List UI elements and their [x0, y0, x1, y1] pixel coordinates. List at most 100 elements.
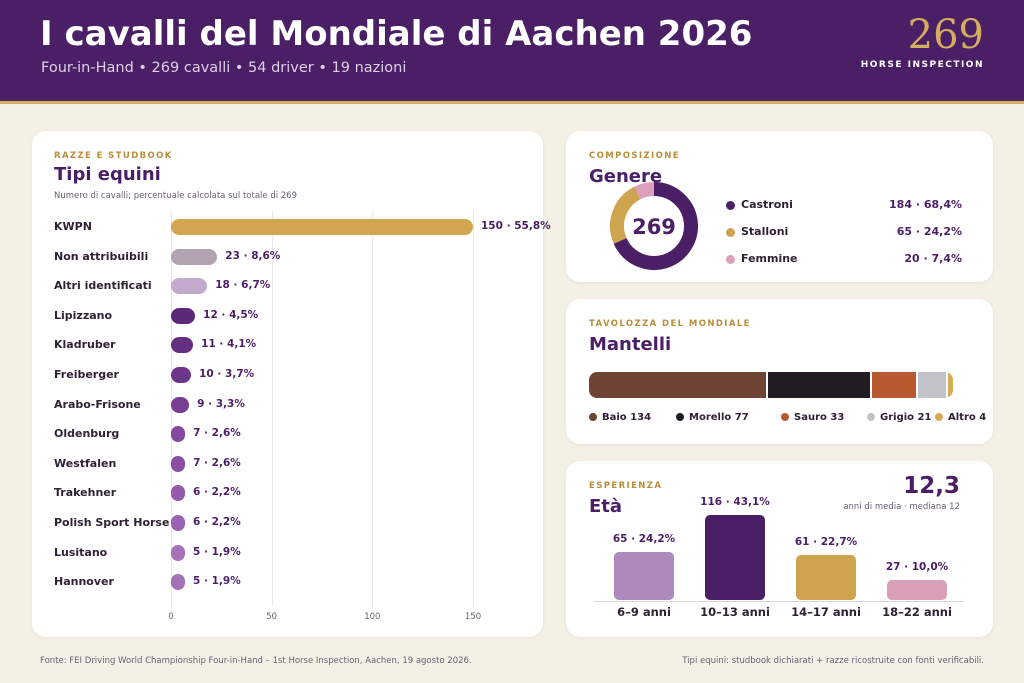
legend-dot — [589, 413, 597, 421]
breed-label: Non attribuibili — [54, 249, 149, 263]
age-value-label: 65 · 24,2% — [612, 533, 676, 546]
coat-legend-item: Grigio 21 — [867, 412, 931, 423]
breed-bar — [171, 219, 473, 235]
gender-donut-total: 269 — [632, 215, 676, 239]
legend-dot — [726, 254, 735, 264]
ages-bar-chart: 65 · 24,2% 6–9 anni 116 · 43,1% 10–13 anni 6… — [566, 461, 993, 637]
header: I cavalli del Mondiale di Aachen 2026 Fo… — [0, 0, 1024, 104]
breed-label: Hannover — [54, 575, 114, 589]
breed-value-label: 7 · 2,6% — [193, 456, 241, 469]
gender-eyebrow: COMPOSIZIONE — [589, 151, 680, 161]
breed-value-label: 6 · 2,2% — [193, 486, 241, 499]
total-horses-number: 269 — [907, 12, 984, 58]
coat-legend-value: 77 — [734, 412, 749, 423]
breed-label: Westfalen — [54, 456, 117, 470]
breed-row: Kladruber 11 · 4,1% — [54, 334, 554, 356]
breed-bar — [171, 337, 194, 354]
breed-value-label: 10 · 3,7% — [199, 368, 255, 380]
coat-segment-morello — [768, 372, 871, 398]
page-subtitle: Four-in-Hand • 269 cavalli • 54 driver •… — [41, 60, 407, 76]
donut-slice-castroni — [613, 182, 698, 270]
age-bar — [796, 555, 856, 600]
breed-row: Non attribuibili 23 · 8,6% — [54, 246, 554, 268]
gender-legend-item: Femmine — [726, 252, 798, 265]
coat-segment-baio — [589, 372, 767, 398]
coat-legend-name: Grigio — [880, 412, 915, 423]
age-bar — [887, 580, 947, 600]
age-bar — [614, 552, 674, 600]
coat-segment-grigio — [917, 372, 946, 398]
breed-bar — [171, 307, 196, 324]
coats-eyebrow: TAVOLOZZA DEL MONDIALE — [589, 319, 751, 329]
coat-legend-value: 21 — [917, 412, 932, 423]
breeds-card: RAZZE E STUDBOOK Tipi equini Numero di c… — [32, 131, 551, 637]
breed-row: Arabo-Frisone 9 · 3,3% — [54, 394, 554, 416]
donut-slice-stalloni — [610, 186, 641, 244]
ages-average-value: 12,3 — [903, 473, 960, 499]
age-category-label: 6–9 anni — [617, 605, 671, 619]
breed-bar — [171, 278, 208, 295]
breed-value-label: 5 · 1,9% — [193, 545, 241, 558]
gender-donut-chart: 269 — [610, 182, 698, 270]
breed-value-label: 7 · 2,6% — [193, 427, 241, 440]
breed-bar — [171, 544, 185, 561]
grid-line — [271, 211, 273, 606]
breed-value-label: 5 · 1,9% — [193, 575, 241, 588]
x-tick-label: 100 — [364, 612, 381, 622]
legend-dot — [935, 413, 943, 421]
breed-label: Freiberger — [54, 368, 119, 381]
coat-legend-name: Altro — [948, 412, 976, 423]
legend-dot — [676, 413, 684, 421]
breed-value-label: 150 · 55,8% — [481, 220, 551, 232]
breed-row: Trakehner 6 · 2,2% — [54, 482, 554, 504]
grid-line — [473, 211, 474, 606]
gender-legend-name: Stalloni — [741, 225, 789, 238]
legend-dot — [867, 413, 875, 421]
breed-value-label: 6 · 2,2% — [193, 516, 241, 528]
breeds-title: Tipi equini — [54, 164, 161, 185]
legend-dot — [726, 200, 735, 210]
breed-bar — [171, 455, 186, 472]
gender-legend-name: Femmine — [741, 252, 798, 265]
x-tick-label: 150 — [464, 612, 482, 622]
breed-label: Arabo-Frisone — [54, 397, 141, 411]
coat-legend-name: Baio — [602, 412, 627, 423]
gender-legend-item: Castroni — [726, 198, 793, 211]
breed-row: Freiberger 10 · 3,7% — [54, 364, 554, 386]
breed-row: Lusitano 5 · 1,9% — [54, 542, 554, 564]
age-category-label: 10–13 anni — [700, 605, 770, 619]
coat-legend-value: 4 — [979, 412, 987, 423]
ages-eyebrow: ESPERIENZA — [589, 481, 663, 491]
coats-title: Mantelli — [589, 334, 672, 355]
gender-legend-item: Stalloni — [726, 225, 788, 238]
breeds-bar-chart: 0 50 100 150 KWPN 150 · 55,8% Non attribuibili… — [32, 131, 551, 637]
ages-baseline — [594, 601, 964, 602]
gender-legend-value: 65 · 24,2% — [896, 225, 962, 238]
gender-legend-name: Castroni — [741, 198, 793, 211]
breed-bar — [171, 485, 185, 502]
breed-value-label: 23 · 8,6% — [225, 249, 281, 262]
legend-dot — [726, 227, 735, 237]
coat-legend-name: Sauro — [794, 412, 827, 423]
breed-bar — [171, 515, 185, 531]
breed-label: Kladruber — [54, 338, 116, 352]
breed-label: Polish Sport Horse — [54, 516, 170, 529]
age-value-label: 116 · 43,1% — [700, 496, 770, 508]
legend-dot — [781, 413, 789, 421]
coat-legend-item: Morello 77 — [676, 412, 749, 423]
breed-label: Lipizzano — [54, 308, 113, 322]
coat-segment-sauro — [872, 372, 916, 398]
ages-title: Età — [589, 496, 623, 517]
breed-value-label: 11 · 4,1% — [201, 338, 257, 351]
breed-row: Lipizzano 12 · 4,5% — [54, 305, 554, 327]
breed-label: Lusitano — [54, 545, 108, 559]
coats-stacked-bar — [589, 372, 953, 398]
coat-legend-item: Altro 4 — [935, 412, 986, 423]
coat-legend-item: Sauro 33 — [781, 412, 844, 423]
breed-bar — [171, 396, 190, 413]
breed-label: Trakehner — [54, 486, 117, 500]
coat-segment-altro — [947, 372, 953, 398]
breed-label: Altri identificati — [54, 279, 152, 293]
breed-row: Altri identificati 18 · 6,7% — [54, 275, 554, 297]
footer-source: Fonte: FEI Driving World Championship Fo… — [40, 656, 472, 666]
